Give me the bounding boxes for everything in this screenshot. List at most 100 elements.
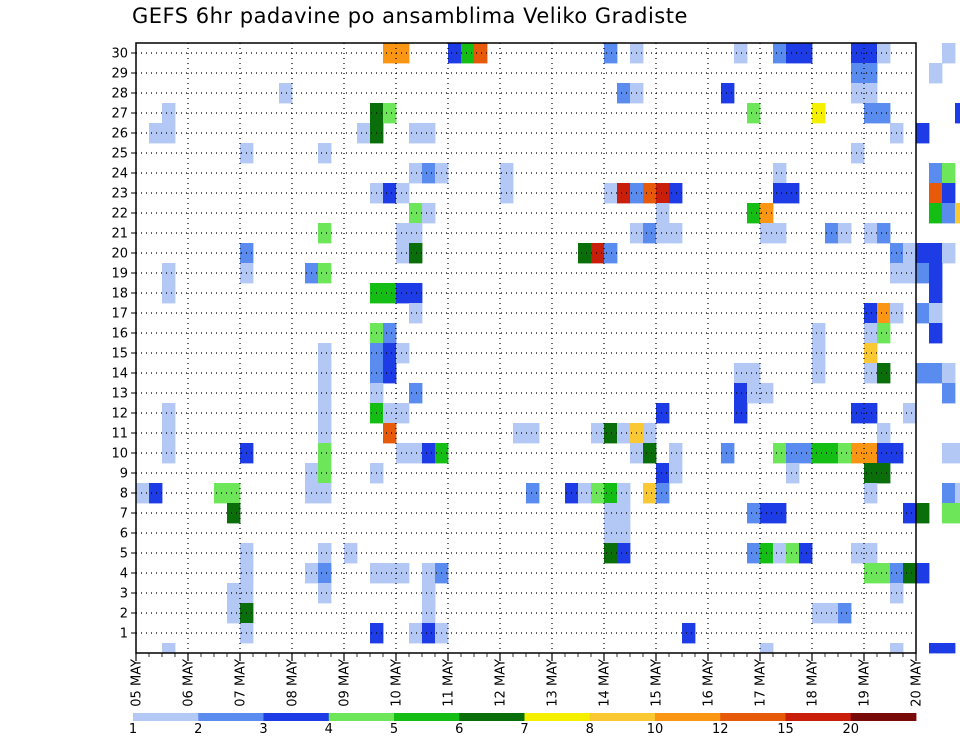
heatmap-cell	[409, 623, 423, 644]
y-tick-label: 3	[120, 587, 128, 602]
heatmap-cell	[773, 503, 787, 524]
colorbar-label: 1	[129, 722, 137, 737]
heatmap-cell	[422, 583, 436, 604]
heatmap-cell	[929, 363, 943, 384]
heatmap-cell	[799, 543, 813, 564]
heatmap-cell	[942, 483, 956, 504]
heatmap-cell	[409, 123, 423, 144]
heatmap-cell	[383, 43, 397, 64]
heatmap-cell	[864, 103, 878, 124]
heatmap-cell	[318, 423, 332, 444]
heatmap-cell	[474, 43, 488, 64]
y-axis: 1234567891011121314151617181920212223242…	[111, 47, 136, 642]
heatmap-cell	[747, 383, 761, 404]
heatmap-cell	[357, 123, 371, 144]
heatmap-cell	[422, 203, 436, 224]
heatmap-cell	[643, 443, 657, 464]
x-tick-label: 05 MAY	[130, 659, 145, 707]
y-tick-label: 12	[111, 407, 128, 422]
x-tick-label: 14 MAY	[598, 659, 613, 707]
heatmap-cell	[149, 123, 163, 144]
heatmap-cell	[318, 583, 332, 604]
heatmap-cell	[942, 43, 956, 64]
heatmap-cell	[318, 343, 332, 364]
heatmap-cell	[344, 543, 358, 564]
heatmap-cell	[383, 363, 397, 384]
colorbar-swatch	[133, 713, 199, 721]
heatmap-cell	[890, 643, 904, 654]
x-tick-label: 10 MAY	[390, 659, 405, 707]
heatmap-cell	[656, 223, 670, 244]
heatmap-cell	[942, 503, 956, 524]
heatmap-cell	[604, 543, 618, 564]
heatmap-cell	[916, 123, 930, 144]
heatmap-cell	[409, 303, 423, 324]
heatmap-cell	[162, 123, 176, 144]
colorbar-label: 6	[455, 722, 463, 737]
heatmap-cell	[903, 503, 917, 524]
heatmap-cell	[162, 283, 176, 304]
heatmap-cell	[773, 443, 787, 464]
heatmap-cell	[604, 243, 618, 264]
heatmap-cell	[721, 443, 735, 464]
heatmap-cell	[929, 63, 943, 84]
y-tick-label: 14	[111, 367, 128, 382]
heatmap-cell	[773, 43, 787, 64]
heatmap-cell	[656, 203, 670, 224]
heatmap-cell	[318, 143, 332, 164]
heatmap-cell	[383, 283, 397, 304]
heatmap-cell	[864, 483, 878, 504]
heatmap-cell	[513, 423, 527, 444]
heatmap-cell	[877, 323, 891, 344]
heatmap-cell	[136, 483, 150, 504]
heatmap-cell	[422, 563, 436, 584]
heatmap-cell	[799, 443, 813, 464]
y-tick-label: 6	[120, 527, 128, 542]
x-tick-label: 18 MAY	[806, 659, 821, 707]
heatmap-cell	[877, 463, 891, 484]
heatmap-cell	[318, 403, 332, 424]
x-tick-label: 15 MAY	[650, 659, 665, 707]
y-tick-label: 26	[111, 127, 128, 142]
x-tick-label: 20 MAY	[910, 659, 925, 707]
heatmap-cell	[422, 603, 436, 624]
heatmap-cell	[617, 523, 631, 544]
heatmap-cell	[214, 483, 228, 504]
heatmap-cell	[422, 123, 436, 144]
heatmap-cell	[864, 303, 878, 324]
colorbar-label: 5	[390, 722, 398, 737]
heatmap-cell	[851, 143, 865, 164]
heatmap-cell	[864, 363, 878, 384]
heatmap-cell	[383, 423, 397, 444]
heatmap-cell	[942, 243, 956, 264]
heatmap-cell	[604, 503, 618, 524]
heatmap-cell	[318, 463, 332, 484]
colorbar-swatch	[394, 713, 460, 721]
heatmap-cell	[838, 223, 852, 244]
heatmap-cell	[864, 463, 878, 484]
heatmap-cell	[669, 183, 683, 204]
heatmap-cell	[591, 243, 605, 264]
heatmap-cell	[162, 443, 176, 464]
heatmap-cell	[656, 183, 670, 204]
colorbar-label: 4	[325, 722, 333, 737]
heatmap-cell	[448, 43, 462, 64]
heatmap-cell	[747, 103, 761, 124]
y-tick-label: 5	[120, 547, 128, 562]
heatmap-cell	[877, 303, 891, 324]
heatmap-cell	[604, 483, 618, 504]
heatmap-cell	[669, 223, 683, 244]
heatmap-cell	[396, 183, 410, 204]
y-tick-label: 27	[111, 107, 128, 122]
heatmap-cell	[643, 223, 657, 244]
heatmap-cell	[864, 403, 878, 424]
colorbar-label: 12	[712, 722, 729, 737]
heatmap-cell	[747, 503, 761, 524]
heatmap-cell	[812, 603, 826, 624]
heatmap-cell	[786, 43, 800, 64]
heatmap-cell	[916, 503, 930, 524]
heatmap-cell	[864, 563, 878, 584]
heatmap-cell	[955, 503, 960, 524]
heatmap-cell	[578, 483, 592, 504]
heatmap-cell	[422, 163, 436, 184]
